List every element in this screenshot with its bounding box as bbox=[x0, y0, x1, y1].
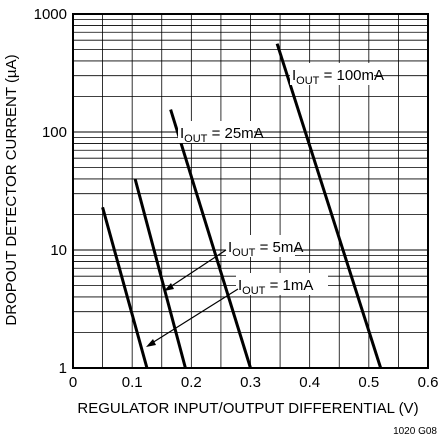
x-tick-label: 0.3 bbox=[240, 374, 261, 391]
label-mask-5ma bbox=[226, 235, 295, 257]
arrow-5ma bbox=[169, 249, 227, 288]
arrow-head-1ma bbox=[146, 339, 156, 347]
y-tick-label: 100 bbox=[42, 124, 67, 141]
label-mask-100ma bbox=[290, 63, 374, 85]
x-tick-label: 0.4 bbox=[299, 374, 320, 391]
series-line-25ma bbox=[169, 109, 252, 369]
x-tick-label: 0.6 bbox=[418, 374, 439, 391]
label-mask-25ma bbox=[178, 121, 254, 143]
series-label-25ma: IOUT = 25mA bbox=[180, 125, 264, 145]
series-line-1ma bbox=[101, 206, 149, 369]
x-tick-label: 0.1 bbox=[122, 374, 143, 391]
arrow-head-5ma bbox=[164, 283, 174, 291]
y-tick-label: 10 bbox=[50, 242, 67, 259]
y-tick-label: 1000 bbox=[34, 6, 67, 23]
x-tick-label: 0 bbox=[69, 374, 77, 391]
x-tick-label: 0.5 bbox=[358, 374, 379, 391]
figure-code: 1020 G08 bbox=[393, 426, 437, 437]
grid bbox=[73, 14, 428, 368]
tick-labels: 0 0.1 0.2 0.3 0.4 0.5 0.6 1 10 100 1000 bbox=[34, 6, 439, 391]
annotations: IOUT = 100mA IOUT = 25mA IOUT = 5mA IOUT… bbox=[146, 63, 384, 347]
plot-frame bbox=[72, 13, 429, 369]
series-label-100ma: IOUT = 100mA bbox=[292, 67, 384, 87]
x-axis-title: REGULATOR INPUT/OUTPUT DIFFERENTIAL (V) bbox=[77, 400, 418, 417]
y-tick-label: 1 bbox=[59, 360, 67, 377]
series-lines bbox=[101, 43, 383, 369]
series-line-100ma bbox=[275, 43, 383, 369]
label-mask-1ma bbox=[236, 273, 328, 295]
arrow-1ma bbox=[151, 288, 239, 344]
series-line-5ma bbox=[133, 178, 187, 369]
y-axis-title: DROPOUT DETECTOR CURRENT (µA) bbox=[3, 54, 20, 325]
series-label-1ma: IOUT = 1mA bbox=[238, 277, 313, 297]
x-tick-label: 0.2 bbox=[181, 374, 202, 391]
series-label-5ma: IOUT = 5mA bbox=[228, 239, 303, 259]
